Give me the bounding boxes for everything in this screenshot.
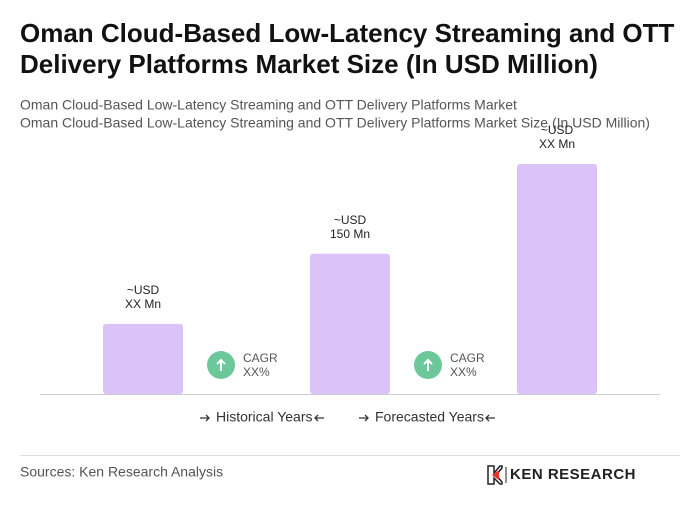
subtitle: Oman Cloud-Based Low-Latency Streaming a… bbox=[20, 115, 650, 131]
bar bbox=[517, 164, 597, 394]
value-label: XX Mn bbox=[539, 137, 575, 151]
logo-accent bbox=[492, 470, 499, 480]
value-label: ~USD bbox=[541, 123, 574, 137]
legend-arrow bbox=[485, 414, 495, 422]
title-line: Delivery Platforms Market Size (In USD M… bbox=[20, 49, 598, 79]
legend-label: Forecasted Years bbox=[375, 409, 484, 425]
source: Sources: Ken Research Analysis bbox=[20, 464, 223, 480]
legend-arrow bbox=[200, 414, 210, 422]
chart-title: Oman Cloud-Based Low-Latency Streaming a… bbox=[20, 18, 682, 79]
cagr-value: XX% bbox=[450, 365, 477, 379]
cagr-label: CAGR bbox=[450, 351, 485, 365]
bar bbox=[310, 253, 390, 394]
legend-arrow bbox=[359, 414, 369, 422]
legend-label: Historical Years bbox=[216, 409, 313, 425]
brand: KEN RESEARCH bbox=[510, 466, 636, 483]
cagr-arrow bbox=[423, 358, 433, 371]
cagr-value: XX% bbox=[243, 365, 270, 379]
logo: KEN RESEARCH bbox=[487, 465, 636, 485]
value-label: ~USD bbox=[127, 283, 160, 297]
value-label: 150 Mn bbox=[330, 227, 370, 241]
cagr-arrow bbox=[216, 358, 226, 371]
cagr-label: CAGR bbox=[243, 351, 278, 365]
bar bbox=[103, 323, 183, 394]
value-label: XX Mn bbox=[125, 297, 161, 311]
title-line: Oman Cloud-Based Low-Latency Streaming a… bbox=[20, 18, 675, 48]
subtitle: Oman Cloud-Based Low-Latency Streaming a… bbox=[20, 97, 517, 113]
value-label: ~USD bbox=[334, 213, 367, 227]
legend-arrow bbox=[314, 414, 324, 422]
